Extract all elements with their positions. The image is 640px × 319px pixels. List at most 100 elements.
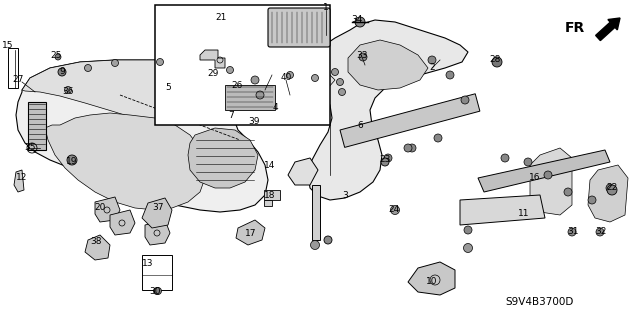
Circle shape xyxy=(607,185,617,195)
Polygon shape xyxy=(478,150,610,192)
Circle shape xyxy=(154,287,161,294)
Bar xyxy=(155,5,330,125)
Text: 18: 18 xyxy=(264,190,276,199)
Circle shape xyxy=(564,188,572,196)
Text: 31: 31 xyxy=(567,226,579,235)
Text: 33: 33 xyxy=(356,50,368,60)
Polygon shape xyxy=(22,60,335,125)
Polygon shape xyxy=(288,158,318,185)
Text: 35: 35 xyxy=(24,143,36,152)
Text: 14: 14 xyxy=(264,160,276,169)
Circle shape xyxy=(310,241,319,249)
Circle shape xyxy=(568,228,576,236)
Text: FR: FR xyxy=(565,21,585,35)
Bar xyxy=(8,48,18,88)
Circle shape xyxy=(461,96,469,104)
Circle shape xyxy=(67,155,77,165)
Polygon shape xyxy=(408,262,455,295)
Polygon shape xyxy=(188,128,258,188)
Circle shape xyxy=(287,71,294,78)
Circle shape xyxy=(65,86,72,93)
Text: 10: 10 xyxy=(426,277,438,286)
Bar xyxy=(142,255,172,290)
Text: 6: 6 xyxy=(357,122,363,130)
Circle shape xyxy=(492,57,502,67)
Circle shape xyxy=(227,66,234,73)
Polygon shape xyxy=(14,170,24,192)
Text: 23: 23 xyxy=(380,155,390,165)
Text: 5: 5 xyxy=(165,84,171,93)
Circle shape xyxy=(404,144,412,152)
Polygon shape xyxy=(200,50,225,68)
Circle shape xyxy=(58,68,66,76)
Circle shape xyxy=(157,58,163,65)
Text: S9V4B3700D: S9V4B3700D xyxy=(506,297,574,307)
Circle shape xyxy=(84,64,92,71)
Text: 24: 24 xyxy=(388,205,399,214)
Circle shape xyxy=(390,205,399,214)
Bar xyxy=(312,185,320,240)
Circle shape xyxy=(524,158,532,166)
Text: 4: 4 xyxy=(272,103,278,113)
Circle shape xyxy=(359,53,367,61)
Text: 12: 12 xyxy=(16,174,28,182)
Polygon shape xyxy=(85,235,110,260)
Text: 40: 40 xyxy=(280,73,292,83)
Circle shape xyxy=(606,184,614,192)
Circle shape xyxy=(463,243,472,253)
Polygon shape xyxy=(45,113,205,210)
Polygon shape xyxy=(308,20,468,200)
Polygon shape xyxy=(16,60,335,212)
Bar xyxy=(225,85,275,110)
Text: 17: 17 xyxy=(245,228,257,238)
Text: 7: 7 xyxy=(228,112,234,121)
Bar xyxy=(264,190,280,200)
Text: 22: 22 xyxy=(606,183,618,192)
Text: 36: 36 xyxy=(62,87,74,97)
Circle shape xyxy=(256,91,264,99)
Text: 37: 37 xyxy=(152,203,164,211)
Polygon shape xyxy=(145,220,170,245)
Bar xyxy=(340,94,480,147)
Text: 21: 21 xyxy=(215,13,227,23)
Text: 29: 29 xyxy=(207,70,219,78)
Circle shape xyxy=(381,158,389,166)
Polygon shape xyxy=(142,198,172,228)
Circle shape xyxy=(408,144,416,152)
Text: 30: 30 xyxy=(149,286,161,295)
Text: 1: 1 xyxy=(323,4,329,12)
Text: 15: 15 xyxy=(3,41,13,50)
Text: 9: 9 xyxy=(59,68,65,77)
Circle shape xyxy=(446,71,454,79)
Circle shape xyxy=(544,171,552,179)
Polygon shape xyxy=(348,40,428,90)
Polygon shape xyxy=(588,165,628,222)
Circle shape xyxy=(339,88,346,95)
Circle shape xyxy=(596,228,604,236)
Polygon shape xyxy=(460,195,545,225)
Bar xyxy=(28,102,46,150)
Text: 39: 39 xyxy=(248,117,260,127)
FancyBboxPatch shape xyxy=(268,8,330,47)
Text: 2: 2 xyxy=(429,63,435,71)
Circle shape xyxy=(428,56,436,64)
Circle shape xyxy=(332,69,339,76)
Circle shape xyxy=(337,78,344,85)
Circle shape xyxy=(464,226,472,234)
Circle shape xyxy=(312,75,319,81)
Circle shape xyxy=(55,54,61,60)
Text: 13: 13 xyxy=(142,258,154,268)
Polygon shape xyxy=(530,148,572,215)
Circle shape xyxy=(384,154,392,162)
Circle shape xyxy=(588,196,596,204)
Circle shape xyxy=(111,60,118,66)
Circle shape xyxy=(154,287,161,294)
Text: 34: 34 xyxy=(351,16,363,25)
Text: 19: 19 xyxy=(67,158,77,167)
Bar xyxy=(264,200,272,206)
Text: 16: 16 xyxy=(529,174,541,182)
Circle shape xyxy=(324,236,332,244)
Circle shape xyxy=(355,17,365,27)
Text: 28: 28 xyxy=(490,56,500,64)
Polygon shape xyxy=(110,210,135,235)
